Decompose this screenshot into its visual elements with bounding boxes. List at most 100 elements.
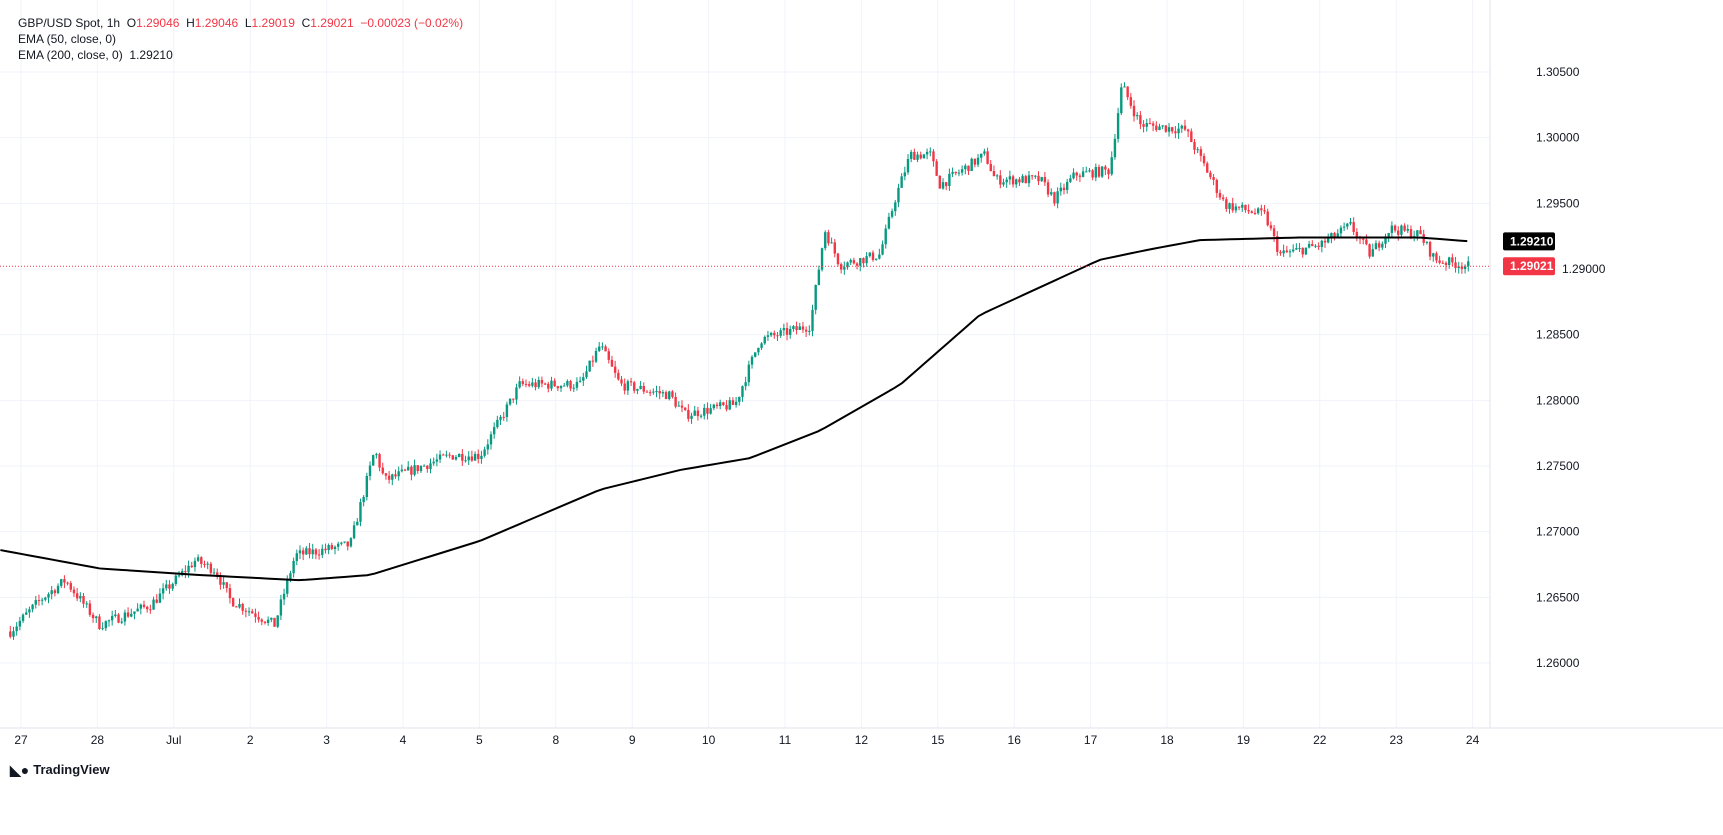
- candle-body: [980, 153, 983, 158]
- candle-body: [677, 405, 681, 407]
- candle-body: [941, 182, 945, 189]
- candle-body: [636, 388, 639, 391]
- candle-body: [1266, 211, 1269, 226]
- candle-body: [1250, 211, 1254, 213]
- candle-body: [833, 242, 836, 254]
- candle-body: [407, 466, 410, 471]
- candle-body: [295, 553, 299, 561]
- candle-body: [1183, 125, 1187, 130]
- candle-body: [642, 385, 645, 392]
- tradingview-logo[interactable]: ◣● TradingView: [10, 762, 110, 778]
- y-tick-label: 1.26500: [1536, 590, 1580, 604]
- candle-body: [489, 434, 493, 445]
- candle-body: [578, 380, 582, 382]
- candle-body: [152, 599, 155, 610]
- candle-body: [15, 626, 18, 632]
- candle-body: [282, 593, 286, 600]
- candle-body: [387, 475, 391, 480]
- candle-body: [543, 383, 547, 385]
- candle-body: [1088, 170, 1091, 172]
- candle-body: [50, 590, 53, 595]
- candle-body: [779, 330, 782, 336]
- candle-body: [1002, 182, 1005, 185]
- candle-body: [1094, 166, 1098, 178]
- candle-body: [126, 612, 130, 617]
- candle-body: [617, 372, 620, 380]
- candle-body: [696, 410, 700, 417]
- candle-body: [142, 604, 146, 607]
- candle-body: [28, 609, 31, 613]
- candle-body: [445, 454, 448, 456]
- candle-body: [212, 572, 216, 574]
- candle-body: [878, 254, 881, 259]
- candle-body: [668, 391, 671, 400]
- candle-body: [887, 216, 891, 229]
- brand-name: TradingView: [33, 762, 110, 777]
- candle-body: [1218, 192, 1222, 198]
- y-tick-label: 1.26000: [1536, 656, 1580, 670]
- ema200-legend[interactable]: EMA (200, close, 0) 1.29210: [18, 47, 463, 63]
- candle-body: [219, 576, 222, 585]
- candle-body: [1295, 248, 1298, 250]
- candle-body: [9, 631, 12, 637]
- candle-body: [1384, 236, 1387, 244]
- y-tick-label: 1.29000: [1562, 262, 1606, 276]
- candle-body: [1056, 191, 1059, 204]
- candle-body: [811, 309, 814, 331]
- x-tick-label: 16: [1008, 733, 1022, 747]
- candle-body: [467, 456, 470, 461]
- candle-body: [1081, 171, 1085, 177]
- candle-body: [254, 613, 257, 617]
- ema50-legend[interactable]: EMA (50, close, 0): [18, 31, 463, 47]
- candle-body: [648, 392, 652, 394]
- candle-body: [859, 258, 862, 266]
- candle-body: [1142, 124, 1145, 127]
- candle-body: [712, 404, 716, 409]
- candle-body: [582, 377, 585, 381]
- candle-body: [1186, 129, 1190, 132]
- x-tick-label: 15: [931, 733, 945, 747]
- x-tick-label: 3: [323, 733, 330, 747]
- candle-body: [1342, 226, 1346, 228]
- candle-body: [1368, 244, 1371, 257]
- candle-body: [645, 391, 649, 393]
- candle-body: [820, 248, 824, 270]
- candle-body: [1078, 175, 1082, 177]
- candle-body: [1451, 257, 1454, 263]
- candle-body: [1241, 204, 1244, 208]
- candle-body: [196, 557, 200, 561]
- candle-body: [171, 583, 174, 589]
- candle-body: [795, 326, 798, 330]
- candle-body: [1225, 199, 1228, 209]
- candle-body: [658, 391, 661, 394]
- candle-body: [1447, 257, 1451, 265]
- candle-body: [1381, 243, 1384, 248]
- candle-body: [1362, 238, 1365, 240]
- candle-body: [1164, 125, 1168, 132]
- candle-body: [894, 202, 897, 212]
- candle-body: [448, 454, 451, 456]
- candle-body: [1015, 179, 1018, 185]
- candle-body: [1397, 230, 1400, 235]
- candle-body: [193, 560, 197, 568]
- candle-body: [1190, 131, 1193, 142]
- candle-body: [1110, 157, 1113, 175]
- candle-body: [827, 232, 830, 244]
- candle-body: [1171, 127, 1174, 132]
- candle-body: [21, 614, 25, 621]
- candle-body: [1145, 123, 1148, 127]
- candle-body: [85, 603, 88, 605]
- candle-body: [925, 151, 929, 155]
- candle-body: [798, 326, 801, 330]
- candle-body: [333, 546, 337, 550]
- candle-body: [1279, 251, 1282, 254]
- candle-body: [238, 604, 241, 608]
- candle-body: [747, 364, 751, 383]
- candle-body: [935, 161, 938, 176]
- candle-body: [792, 326, 795, 329]
- candle-body: [960, 169, 964, 173]
- y-tick-label: 1.28000: [1536, 393, 1580, 407]
- candle-body: [1323, 240, 1327, 243]
- candle-body: [1116, 113, 1120, 139]
